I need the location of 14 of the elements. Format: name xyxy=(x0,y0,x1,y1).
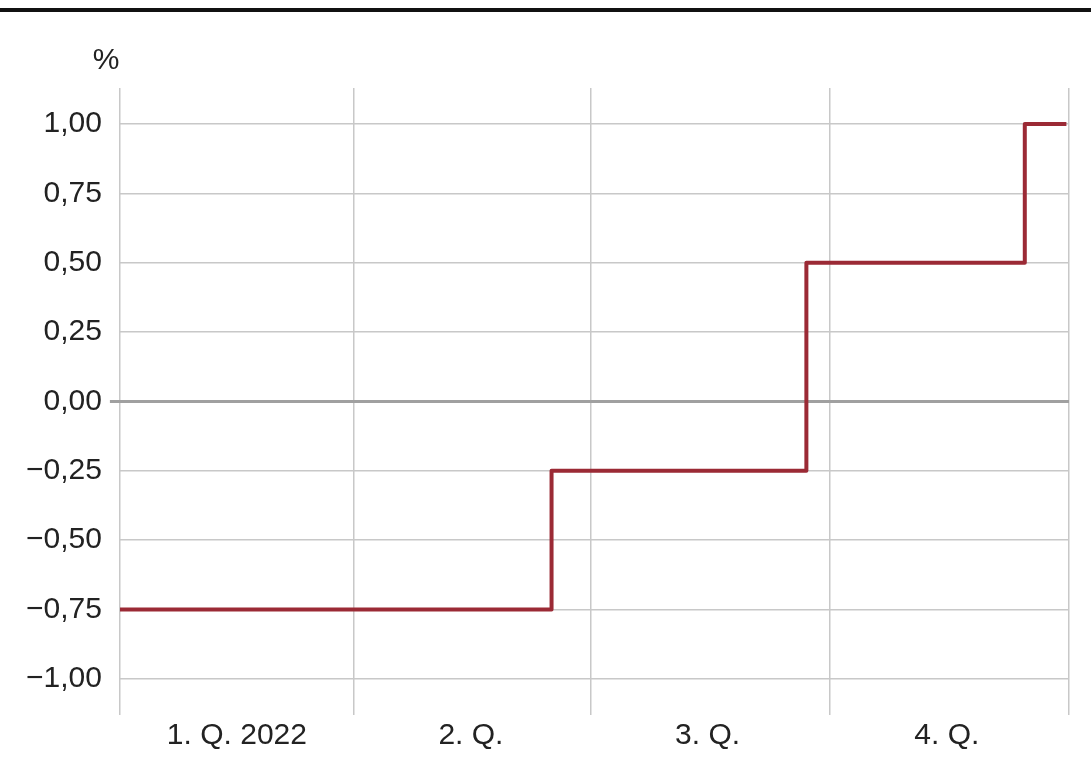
y-tick-label: 0,25 xyxy=(43,313,102,347)
y-tick-label: −0,25 xyxy=(25,452,102,486)
y-tick-label: 0,00 xyxy=(43,382,102,416)
y-tick-label: 0,50 xyxy=(43,244,102,278)
y-axis-title: % xyxy=(92,42,120,76)
y-tick-label: 0,75 xyxy=(43,174,102,208)
x-tick-label: 2. Q. xyxy=(438,717,504,751)
y-tick-label: 1,00 xyxy=(43,105,102,139)
x-tick-label: 1. Q. 2022 xyxy=(166,717,307,751)
y-tick-label: −0,50 xyxy=(25,521,102,555)
x-tick-label: 4. Q. xyxy=(914,717,980,751)
y-tick-label: −1,00 xyxy=(25,660,102,694)
y-tick-label: −0,75 xyxy=(25,590,102,624)
x-tick-label: 3. Q. xyxy=(675,717,741,751)
